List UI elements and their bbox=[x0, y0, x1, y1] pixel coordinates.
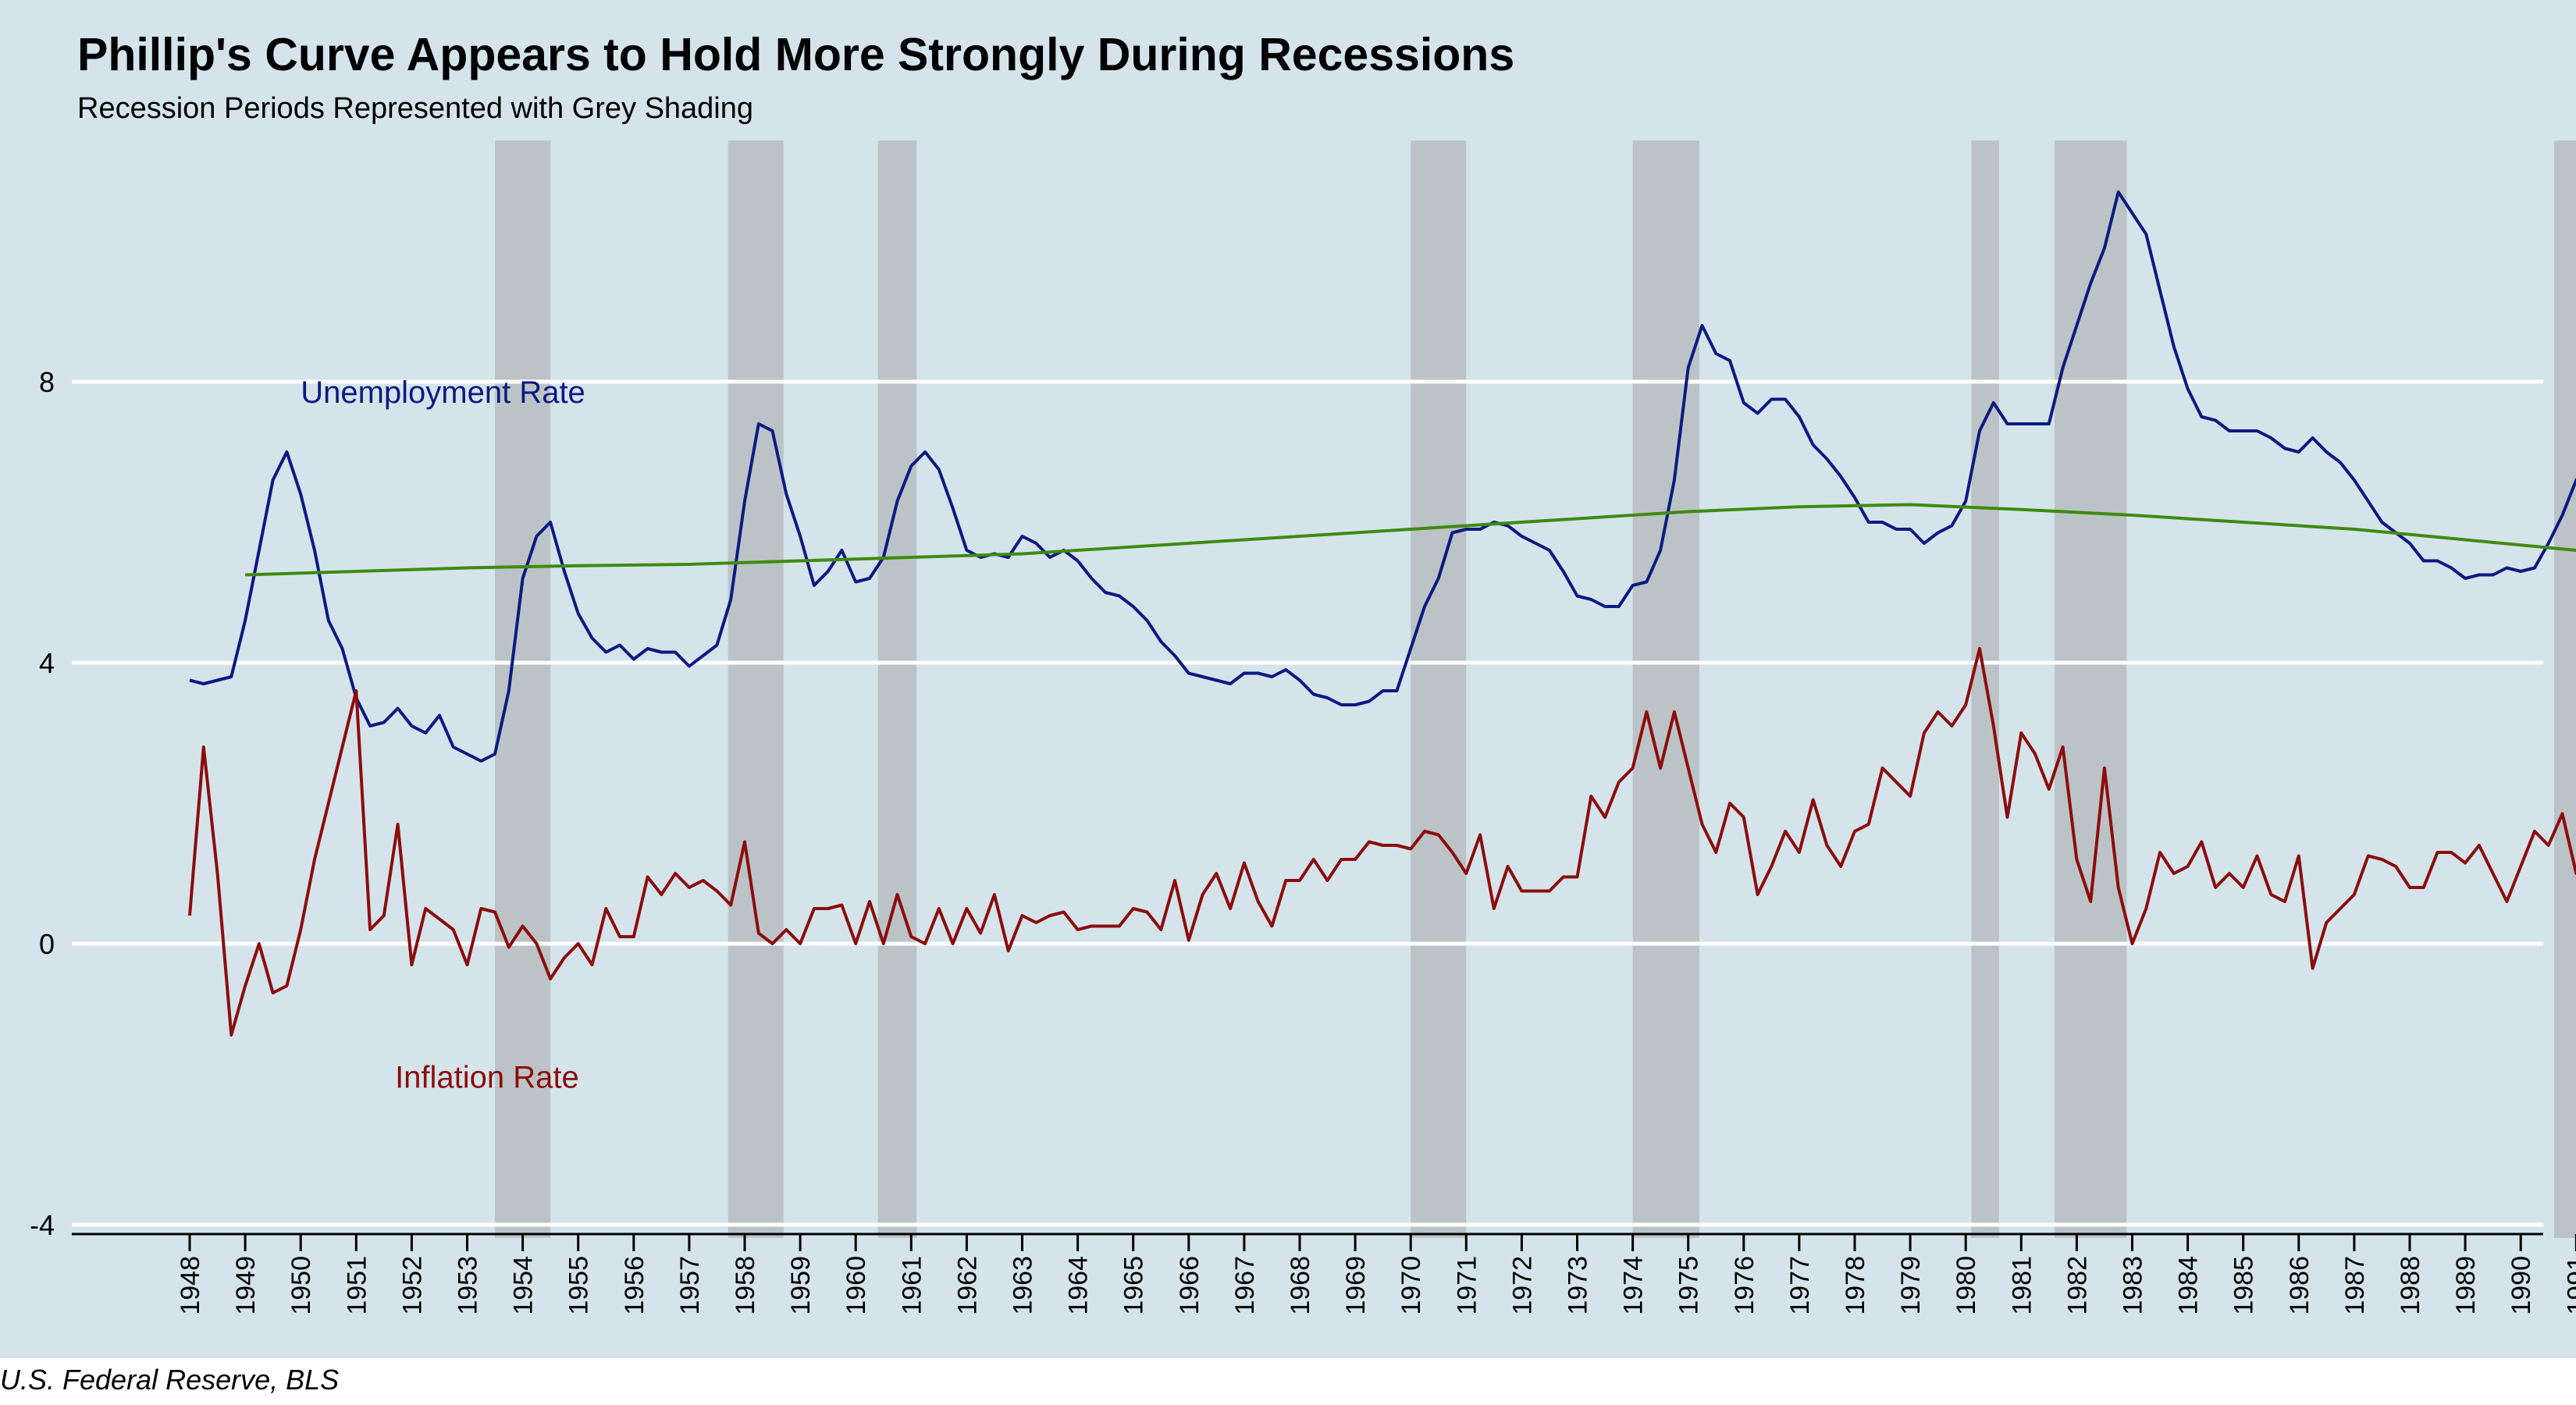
recession-band-6 bbox=[1971, 140, 1999, 1238]
recession-band-8 bbox=[2553, 140, 2576, 1238]
x-tick-label: 1964 bbox=[1064, 1256, 1094, 1315]
recession-shading-group bbox=[495, 140, 2576, 1238]
x-tick-label: 1956 bbox=[620, 1256, 649, 1315]
y-axis: -4 0 4 8 bbox=[30, 366, 55, 1241]
x-tick-label: 1958 bbox=[731, 1256, 760, 1315]
chart-plot-area: 1948 1949 1950 1951 1952 1953 1954 1955 1956 1957… bbox=[30, 140, 2576, 1315]
x-tick-label: 1965 bbox=[1119, 1256, 1149, 1315]
recession-band-4 bbox=[1411, 140, 1467, 1238]
x-tick-label: 1951 bbox=[342, 1256, 372, 1315]
x-axis: 1948 1949 1950 1951 1952 1953 1954 1955 1956 1957… bbox=[72, 1232, 2576, 1315]
x-tick-label: 1971 bbox=[1452, 1256, 1482, 1315]
source-caption: U.S. Federal Reserve, BLS bbox=[0, 1364, 340, 1396]
recession-band-1 bbox=[495, 140, 551, 1238]
x-tick-label: 1991 bbox=[2562, 1256, 2576, 1315]
x-tick-label: 1963 bbox=[1009, 1256, 1038, 1315]
x-tick-label: 1988 bbox=[2396, 1256, 2425, 1315]
series-group bbox=[188, 190, 2576, 1037]
x-tick-label: 1977 bbox=[1785, 1256, 1815, 1315]
unemployment-rate-line bbox=[189, 190, 2576, 763]
chart-figure: 1948 1949 1950 1951 1952 1953 1954 1955 1956 1957… bbox=[0, 0, 2576, 1358]
inflation-rate-label: Inflation Rate bbox=[395, 1061, 579, 1095]
unemployment-rate-label: Unemployment Rate bbox=[301, 375, 585, 410]
x-tick-label: 1955 bbox=[564, 1256, 594, 1315]
x-tick-label: 1953 bbox=[454, 1256, 483, 1315]
y-tick-label: 8 bbox=[39, 366, 55, 398]
chart-subtitle: Recession Periods Represented with Grey … bbox=[77, 92, 754, 125]
natural-unemployment-rate-line bbox=[245, 503, 2576, 577]
x-tick-label: 1972 bbox=[1507, 1256, 1537, 1315]
x-tick-label: 1982 bbox=[2062, 1256, 2092, 1315]
x-tick-label: 1980 bbox=[1952, 1256, 1981, 1315]
x-tick-label: 1990 bbox=[2507, 1256, 2536, 1315]
gridlines-group bbox=[72, 379, 2543, 1227]
chart-title: Phillip's Curve Appears to Hold More Str… bbox=[77, 29, 1515, 80]
x-tick-label: 1962 bbox=[952, 1256, 982, 1315]
recession-band-7 bbox=[2054, 140, 2127, 1238]
x-tick-label: 1952 bbox=[397, 1256, 427, 1315]
x-tick-label: 1957 bbox=[675, 1256, 705, 1315]
recession-band-3 bbox=[877, 140, 917, 1238]
x-tick-label: 1961 bbox=[897, 1256, 927, 1315]
x-tick-label: 1981 bbox=[2007, 1256, 2037, 1315]
x-tick-label: 1979 bbox=[1896, 1256, 1926, 1315]
x-tick-label: 1985 bbox=[2229, 1256, 2259, 1315]
recession-band-5 bbox=[1632, 140, 1699, 1238]
x-tick-label: 1989 bbox=[2451, 1256, 2481, 1315]
x-tick-label: 1975 bbox=[1674, 1256, 1704, 1315]
x-tick-label: 1967 bbox=[1230, 1256, 1260, 1315]
x-tick-label: 1974 bbox=[1619, 1256, 1649, 1315]
x-tick-label: 1966 bbox=[1175, 1256, 1204, 1315]
x-tick-label: 1978 bbox=[1841, 1256, 1870, 1315]
x-tick-label: 1970 bbox=[1397, 1256, 1426, 1315]
x-tick-label: 1986 bbox=[2285, 1256, 2314, 1315]
annotations-group: Unemployment RateNatural Unemployment Ra… bbox=[301, 375, 585, 1095]
inflation-rate-line bbox=[188, 647, 2576, 1037]
x-tick-label: 1960 bbox=[841, 1256, 871, 1315]
x-tick-label: 1959 bbox=[786, 1256, 816, 1315]
x-tick-label: 1976 bbox=[1730, 1256, 1759, 1315]
x-tick-label: 1987 bbox=[2340, 1256, 2370, 1315]
y-tick-label: 4 bbox=[39, 647, 55, 679]
x-tick-label: 1969 bbox=[1341, 1256, 1371, 1315]
x-tick-label: 1954 bbox=[509, 1256, 539, 1315]
x-tick-label: 1984 bbox=[2174, 1256, 2204, 1315]
x-tick-label: 1973 bbox=[1564, 1256, 1593, 1315]
x-tick-label: 1968 bbox=[1286, 1256, 1315, 1315]
recession-band-2 bbox=[728, 140, 784, 1238]
x-tick-label: 1948 bbox=[176, 1256, 205, 1315]
x-tick-label: 1949 bbox=[231, 1256, 261, 1315]
x-tick-label: 1983 bbox=[2119, 1256, 2148, 1315]
x-tick-label: 1950 bbox=[286, 1256, 316, 1315]
y-tick-label: -4 bbox=[30, 1209, 55, 1241]
y-tick-label: 0 bbox=[39, 928, 55, 960]
